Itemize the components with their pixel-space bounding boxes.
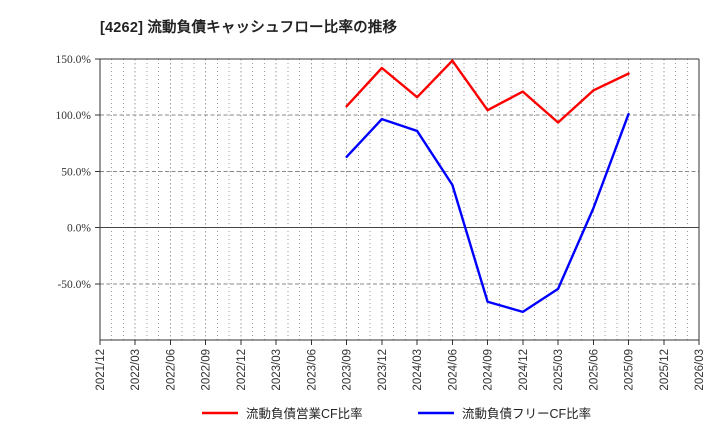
y-tick-label: -50.0% — [57, 279, 91, 291]
x-tick-label: 2025/03 — [553, 349, 565, 391]
x-tick-label: 2023/03 — [271, 349, 283, 391]
legend-label-1: 流動負債営業CF比率 — [246, 406, 363, 421]
series-line-1 — [345, 59, 630, 124]
x-tick-label: 2024/09 — [483, 349, 495, 391]
x-tick-label: 2023/09 — [342, 349, 354, 391]
x-tick-label: 2023/06 — [306, 349, 318, 391]
legend-label-2: 流動負債フリーCF比率 — [462, 406, 591, 421]
x-axis-ticks: 2021/12 2022/03 2022/06 2022/09 2022/12 2023/… — [95, 340, 706, 391]
minor-gridlines — [99, 59, 700, 340]
x-tick-label: 2025/09 — [624, 349, 636, 391]
x-tick-label: 2022/09 — [201, 349, 213, 391]
x-tick-label: 2024/03 — [412, 349, 424, 391]
y-tick-label: 50.0% — [61, 166, 91, 178]
x-tick-label: 2022/06 — [165, 349, 177, 391]
x-tick-label: 2024/06 — [447, 349, 459, 391]
y-tick-label: 150.0% — [56, 54, 92, 66]
y-axis-ticks: 150.0% 100.0% 50.0% 0.0% -50.0% — [56, 54, 100, 291]
x-tick-label: 2021/12 — [95, 349, 107, 391]
y-tick-label: 0.0% — [67, 223, 91, 235]
data-series-layer — [345, 59, 630, 314]
x-tick-label: 2025/06 — [588, 349, 600, 391]
x-tick-label: 2022/03 — [130, 349, 142, 391]
x-tick-label: 2022/12 — [236, 349, 248, 391]
x-tick-label: 2025/12 — [659, 349, 671, 391]
x-tick-label: 2024/12 — [518, 349, 530, 391]
axis-frame — [99, 58, 700, 341]
major-gridlines — [100, 58, 699, 285]
x-tick-label: 2023/12 — [377, 349, 389, 391]
chart-legend: 流動負債営業CF比率 流動負債フリーCF比率 — [202, 406, 591, 421]
series-line-2 — [345, 112, 630, 314]
y-tick-label: 100.0% — [56, 110, 92, 122]
chart-title: [4262] 流動負債キャッシュフロー比率の推移 — [100, 20, 398, 36]
x-tick-label: 2026/03 — [694, 349, 706, 391]
